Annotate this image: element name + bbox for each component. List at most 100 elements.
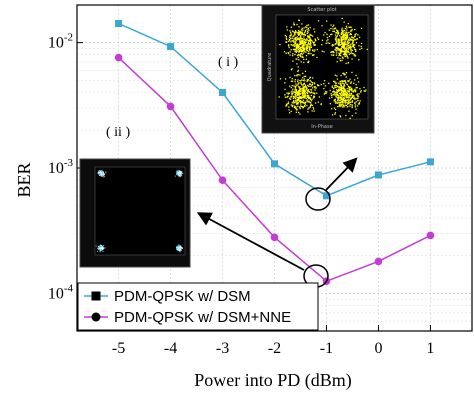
inset-i-dot xyxy=(296,32,298,34)
inset-i-dot xyxy=(301,40,303,42)
legend-label-dsm-nne: PDM-QPSK w/ DSM+NNE xyxy=(114,309,291,326)
inset-i-dot xyxy=(336,102,339,104)
inset-i-dot xyxy=(285,52,287,54)
inset-i-dot xyxy=(299,40,301,42)
inset-i-dot xyxy=(343,53,345,55)
inset-i-dot xyxy=(292,40,294,42)
inset-i-dot xyxy=(348,87,350,90)
x-tick-label-2: -3 xyxy=(216,340,229,357)
inset-i-dot xyxy=(343,74,345,76)
inset-i-dot xyxy=(299,49,301,51)
inset-i-dot xyxy=(301,94,304,97)
inset-i-dot xyxy=(293,24,296,26)
inset-i-dot xyxy=(314,31,316,33)
inset-i-dot xyxy=(288,45,290,47)
inset-i-dot xyxy=(313,41,315,44)
inset-i-dot xyxy=(289,85,291,87)
inset-i-dot xyxy=(354,39,357,41)
inset-i-dot xyxy=(300,61,302,63)
inset-i-dot xyxy=(340,84,342,86)
inset-i-dot xyxy=(313,44,315,46)
inset-i-dot xyxy=(343,37,345,39)
inset-i-dot xyxy=(351,28,353,31)
inset-i-dot xyxy=(304,41,306,44)
inset-i-dot xyxy=(355,55,357,57)
inset-i-dot xyxy=(344,41,346,43)
inset-i-dot xyxy=(339,115,341,117)
inset-i-dot xyxy=(303,86,305,89)
inset-i-dot xyxy=(308,36,310,39)
inset-i-dot xyxy=(342,57,344,60)
inset-i-dot xyxy=(331,51,333,53)
inset-i-dot xyxy=(296,63,298,65)
inset-i-dot xyxy=(341,96,343,98)
inset-ii-dot xyxy=(178,246,180,248)
inset-i-dot xyxy=(303,82,305,84)
inset-i-dot xyxy=(344,36,346,38)
inset-i-dot xyxy=(309,47,311,49)
inset-i-dot xyxy=(290,44,293,46)
inset-i-dot xyxy=(344,89,346,91)
inset-i-dot xyxy=(334,99,336,101)
inset-i-dot xyxy=(311,87,314,89)
inset-i-dot xyxy=(354,102,356,104)
inset-i-dot xyxy=(303,58,305,60)
inset-i-dot xyxy=(300,41,303,44)
inset-i-dot xyxy=(349,34,351,36)
inset-i-dot xyxy=(342,97,345,99)
inset-i-dot xyxy=(289,112,291,114)
inset-ii-dot xyxy=(178,244,180,246)
inset-i-dot xyxy=(341,80,343,82)
inset-ii-dot xyxy=(98,245,100,247)
inset-i-dot xyxy=(337,100,339,102)
inset-ii-dot xyxy=(99,250,101,252)
inset-ii-dot xyxy=(181,248,183,250)
inset-i-dot xyxy=(304,101,306,103)
x-tick-label-3: -2 xyxy=(268,340,281,357)
inset-i-dot xyxy=(332,50,334,53)
inset-ii-dot xyxy=(102,173,104,175)
inset-i-dot xyxy=(359,48,361,50)
inset-i-dot xyxy=(306,46,308,49)
inset-i-dot xyxy=(354,33,356,36)
inset-i-dot xyxy=(309,85,311,87)
inset-i-dot xyxy=(301,32,304,34)
inset-i-dot xyxy=(321,39,324,41)
inset-i-dot xyxy=(343,52,346,54)
inset-i-dot xyxy=(313,95,315,97)
inset-i-dot xyxy=(308,46,310,49)
x-tick-label-5: 0 xyxy=(374,340,382,357)
inset-i-dot xyxy=(292,101,294,103)
inset-i-dot xyxy=(347,98,349,100)
inset-i-dot xyxy=(295,44,297,46)
inset-i-dot xyxy=(349,37,351,39)
inset-i-dot xyxy=(351,45,354,47)
inset-i-dot xyxy=(355,112,357,114)
inset-ii-dot xyxy=(176,247,178,248)
inset-i-dot xyxy=(296,43,298,45)
inset-i-dot xyxy=(333,87,335,89)
inset-i-dot xyxy=(285,103,288,105)
inset-i-dot xyxy=(340,36,342,38)
inset-i-dot xyxy=(345,55,347,57)
inset-i-dot xyxy=(353,95,355,98)
inset-i-dot xyxy=(348,90,350,92)
inset-i-dot xyxy=(299,93,302,95)
inset-i-dot xyxy=(348,31,350,34)
inset-i-dot xyxy=(339,48,341,50)
inset-i-dot xyxy=(314,83,316,85)
inset-ii-dot xyxy=(103,173,105,174)
inset-i-dot xyxy=(341,49,343,51)
inset-i-dot xyxy=(334,92,336,94)
inset-i-dot xyxy=(306,100,308,102)
inset-i-dot xyxy=(295,49,297,52)
inset-i-dot xyxy=(335,101,337,103)
inset-i-dot xyxy=(339,99,341,101)
inset-i-dot xyxy=(343,39,345,41)
inset-i-dot xyxy=(307,108,309,110)
inset-i-dot xyxy=(318,96,320,98)
inset-i-dot xyxy=(312,92,314,94)
inset-i-dot xyxy=(301,106,304,108)
inset-i-dot xyxy=(334,28,336,30)
inset-i-dot xyxy=(345,49,347,51)
